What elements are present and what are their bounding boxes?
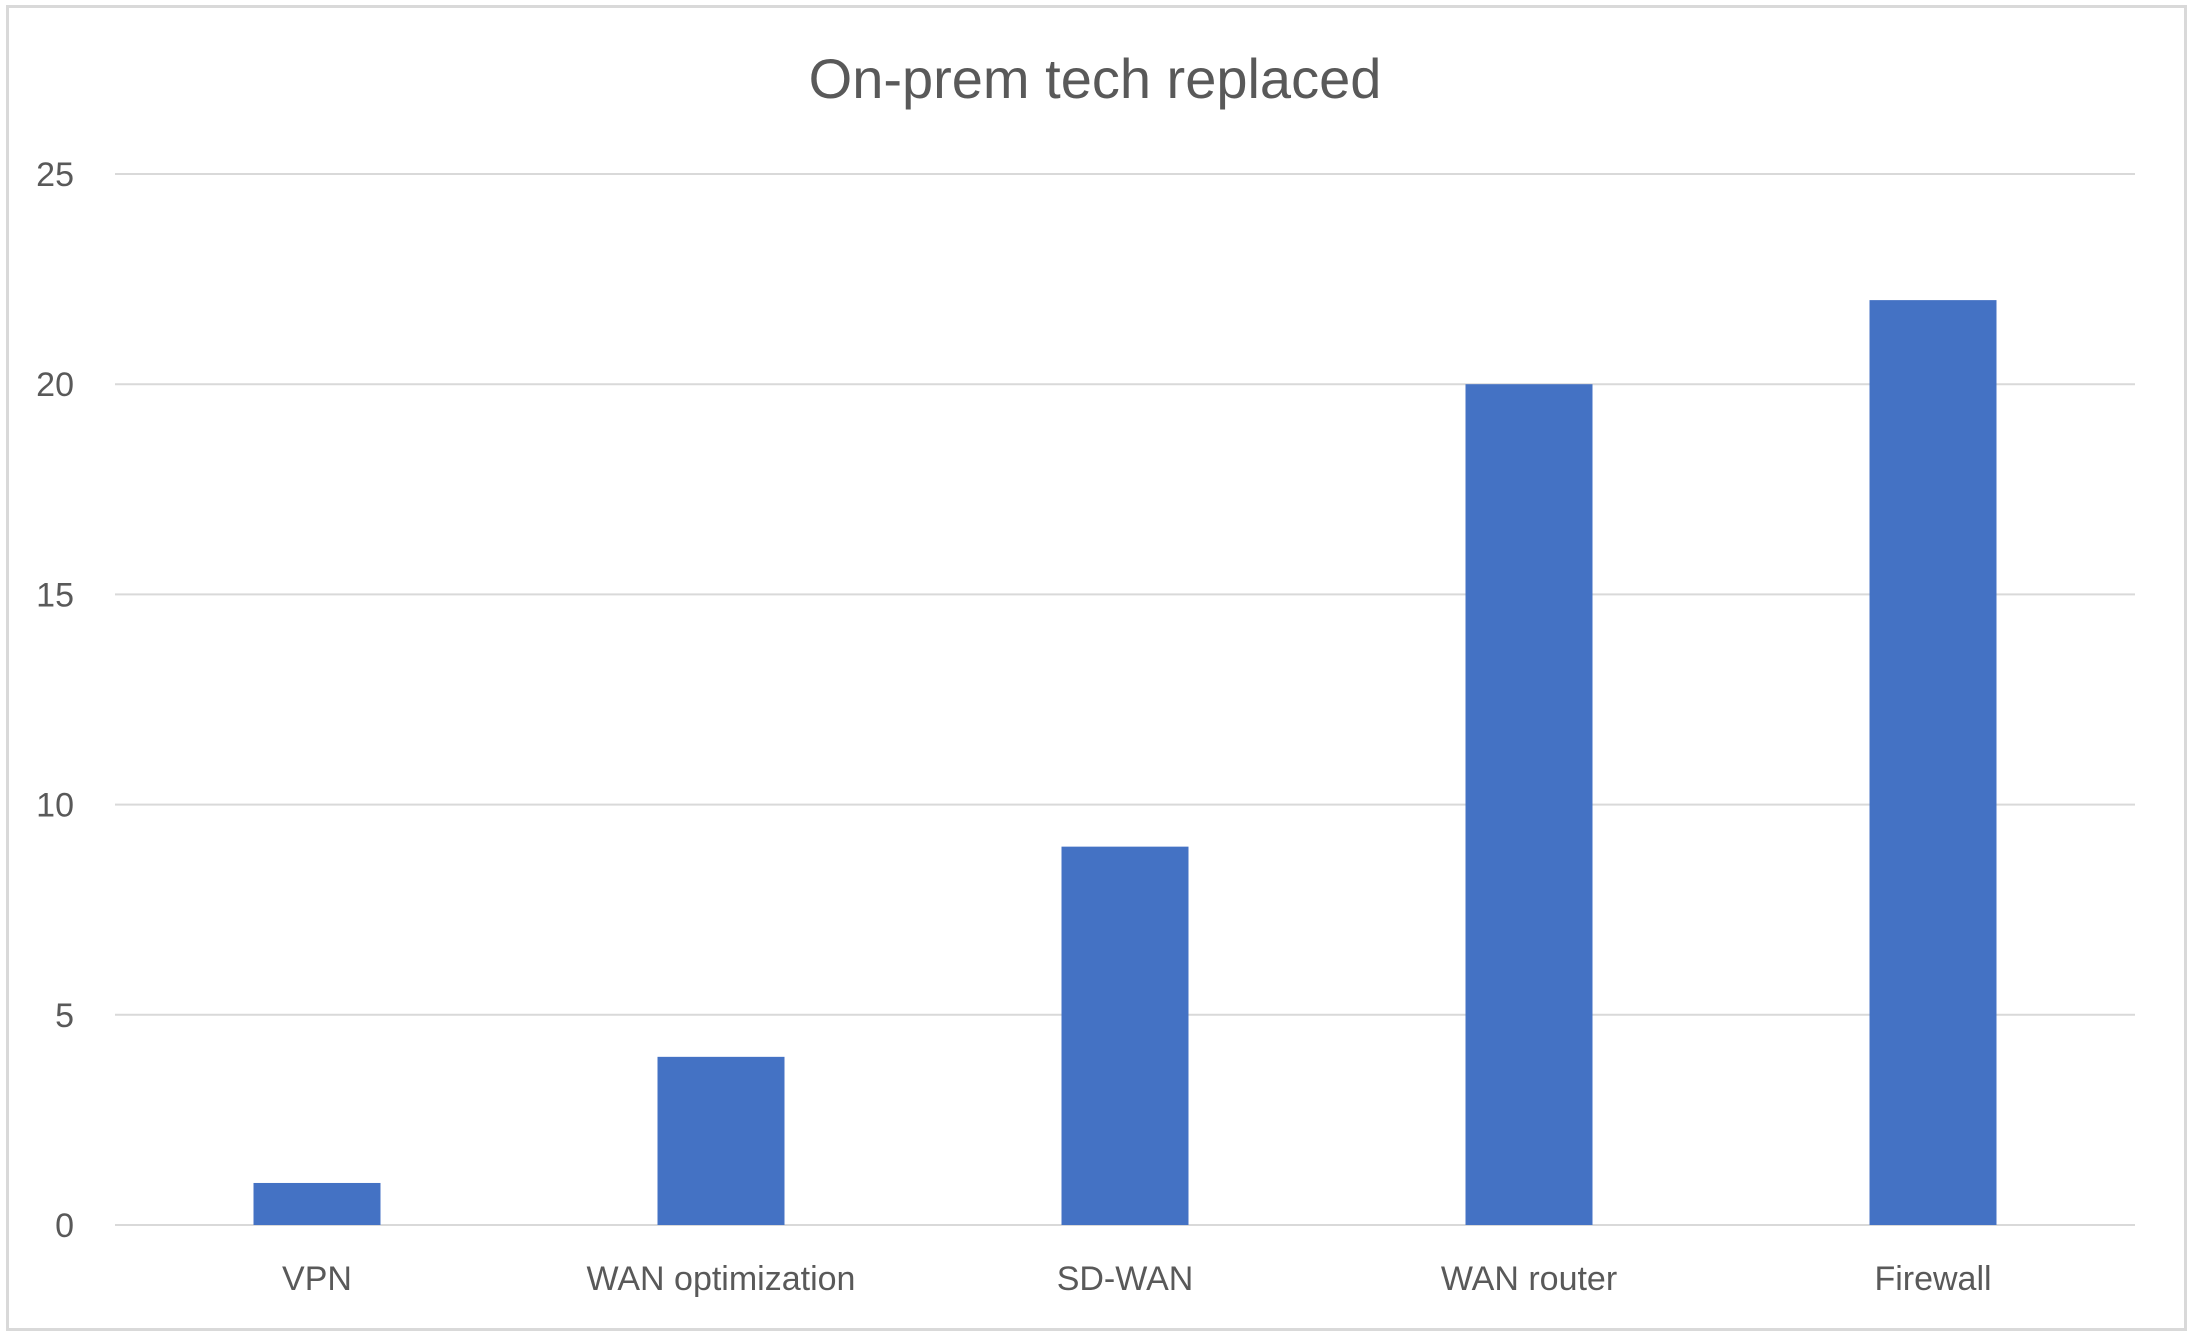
bar-sd-wan xyxy=(1061,846,1189,1225)
y-tick-label: 0 xyxy=(55,1207,74,1245)
x-category-label: SD-WAN xyxy=(1057,1260,1194,1298)
bar-vpn xyxy=(253,1182,381,1225)
bars xyxy=(253,300,1997,1225)
bar-wan-router xyxy=(1465,384,1593,1225)
gridlines xyxy=(115,173,2135,1226)
bar-firewall xyxy=(1869,300,1997,1225)
chart-title: On-prem tech replaced xyxy=(809,47,1382,110)
y-tick-label: 20 xyxy=(36,366,74,404)
x-axis-category-labels: VPN WAN optimization SD-WAN WAN router Firew… xyxy=(282,1260,1992,1298)
x-category-label: VPN xyxy=(282,1260,352,1298)
y-axis-tick-labels: 0 5 10 15 20 25 xyxy=(36,156,74,1245)
y-tick-label: 15 xyxy=(36,576,74,614)
x-category-label: WAN router xyxy=(1441,1260,1617,1298)
y-tick-label: 5 xyxy=(55,997,74,1035)
y-tick-label: 25 xyxy=(36,156,74,194)
x-category-label: Firewall xyxy=(1874,1260,1991,1298)
bar-wan-optimization xyxy=(657,1056,785,1225)
x-category-label: WAN optimization xyxy=(587,1260,856,1298)
y-tick-label: 10 xyxy=(36,787,74,825)
